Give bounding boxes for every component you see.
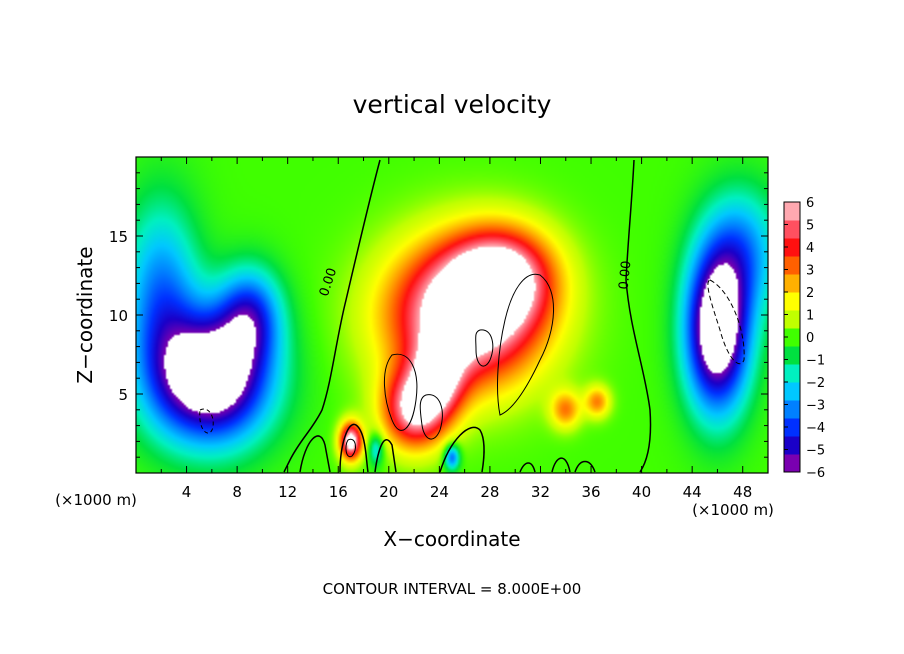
contour-label: 0.00 — [617, 260, 635, 290]
contour-bottom-arc-1 — [299, 435, 331, 473]
x-tick-label: 44 — [683, 483, 702, 501]
x-tick-label: 20 — [379, 483, 398, 501]
colorbar-ticks: 6 5 4 3 2 1 0 −1 −2 −3 −4 −5 −6 — [784, 196, 825, 481]
colorbar-tick-label: −1 — [806, 354, 825, 369]
colorbar-swatch — [784, 292, 800, 311]
contour-updraft-core — [497, 273, 554, 416]
contour-bottom-arc-5 — [519, 462, 536, 473]
colorbar-tick-label: 4 — [806, 241, 814, 256]
colorbar-swatch — [784, 238, 800, 257]
x-tick-label: 32 — [531, 483, 550, 501]
x-unit-label: (×1000 m) — [55, 491, 137, 509]
contour-bottom-arc-4 — [439, 426, 485, 473]
colorbar-tick-label: −5 — [806, 444, 825, 459]
colorbar: 6 5 4 3 2 1 0 −1 −2 −3 −4 −5 −6 — [783, 196, 825, 481]
x-tick-label: 4 — [182, 483, 192, 501]
x-tick-label: 28 — [480, 483, 499, 501]
colorbar-tick-label: −2 — [806, 376, 825, 391]
contour-bottom-arc-3 — [374, 439, 397, 473]
colorbar-swatch — [784, 346, 800, 365]
colorbar-swatch — [784, 202, 800, 221]
colorbar-swatch — [784, 310, 800, 329]
colorbar-swatch — [784, 382, 800, 401]
contour-bottom-arc-6 — [551, 457, 571, 473]
y-tick-label: 10 — [109, 307, 128, 325]
y-unit-label: (×1000 m) — [692, 501, 774, 519]
contour-small-loop — [345, 438, 356, 458]
colorbar-tick-label: −6 — [806, 466, 825, 481]
y-axis-label: Z−coordinate — [73, 246, 97, 383]
x-tick-label: 48 — [733, 483, 752, 501]
x-tick-label: 16 — [329, 483, 348, 501]
colorbar-tick-label: 3 — [806, 264, 814, 279]
colorbar-swatch — [784, 436, 800, 455]
contour-interval-note: CONTOUR INTERVAL = 8.000E+00 — [323, 580, 582, 598]
contour-bottom-arc-7 — [574, 460, 596, 473]
colorbar-tick-label: 6 — [806, 196, 814, 211]
colorbar-swatch — [784, 328, 800, 347]
x-tick-label: 40 — [632, 483, 651, 501]
contour-bottom-arc-2 — [339, 423, 369, 473]
y-tick-label: 15 — [109, 228, 128, 246]
y-axis-ticks: 5 10 15 — [109, 172, 768, 458]
contour-updraft-mid — [419, 394, 443, 440]
y-tick-label: 5 — [118, 386, 128, 404]
contour-downdraft-right — [707, 279, 745, 365]
colorbar-tick-label: 1 — [806, 309, 814, 324]
colorbar-tick-label: 2 — [806, 286, 814, 301]
zero-contour-left — [283, 159, 381, 473]
x-tick-label: 36 — [581, 483, 600, 501]
x-tick-label: 8 — [232, 483, 242, 501]
contour-lines — [199, 159, 745, 473]
x-axis-ticks: 4 8 12 16 20 24 28 32 36 40 44 48 — [160, 157, 752, 501]
contour-updraft-left — [383, 353, 418, 431]
colorbar-swatch — [784, 400, 800, 419]
colorbar-tick-label: 0 — [806, 331, 814, 346]
colorbar-swatch — [784, 418, 800, 437]
colorbar-swatch — [784, 454, 800, 473]
contour-downdraft-left — [199, 408, 214, 434]
x-axis-label: X−coordinate — [383, 527, 520, 551]
colorbar-swatch — [784, 274, 800, 293]
heatmap-field — [136, 157, 768, 473]
colorbar-tick-label: −3 — [806, 399, 825, 414]
x-tick-label: 24 — [430, 483, 449, 501]
colorbar-swatch — [784, 256, 800, 275]
colorbar-swatch — [784, 364, 800, 383]
chart-title: vertical velocity — [353, 90, 552, 119]
colorbar-tick-label: −4 — [806, 421, 825, 436]
contour-updraft-small — [475, 329, 494, 367]
colorbar-swatch — [784, 220, 800, 239]
x-tick-label: 12 — [278, 483, 297, 501]
zero-contour-right — [625, 159, 652, 473]
colorbar-tick-label: 5 — [806, 219, 814, 234]
